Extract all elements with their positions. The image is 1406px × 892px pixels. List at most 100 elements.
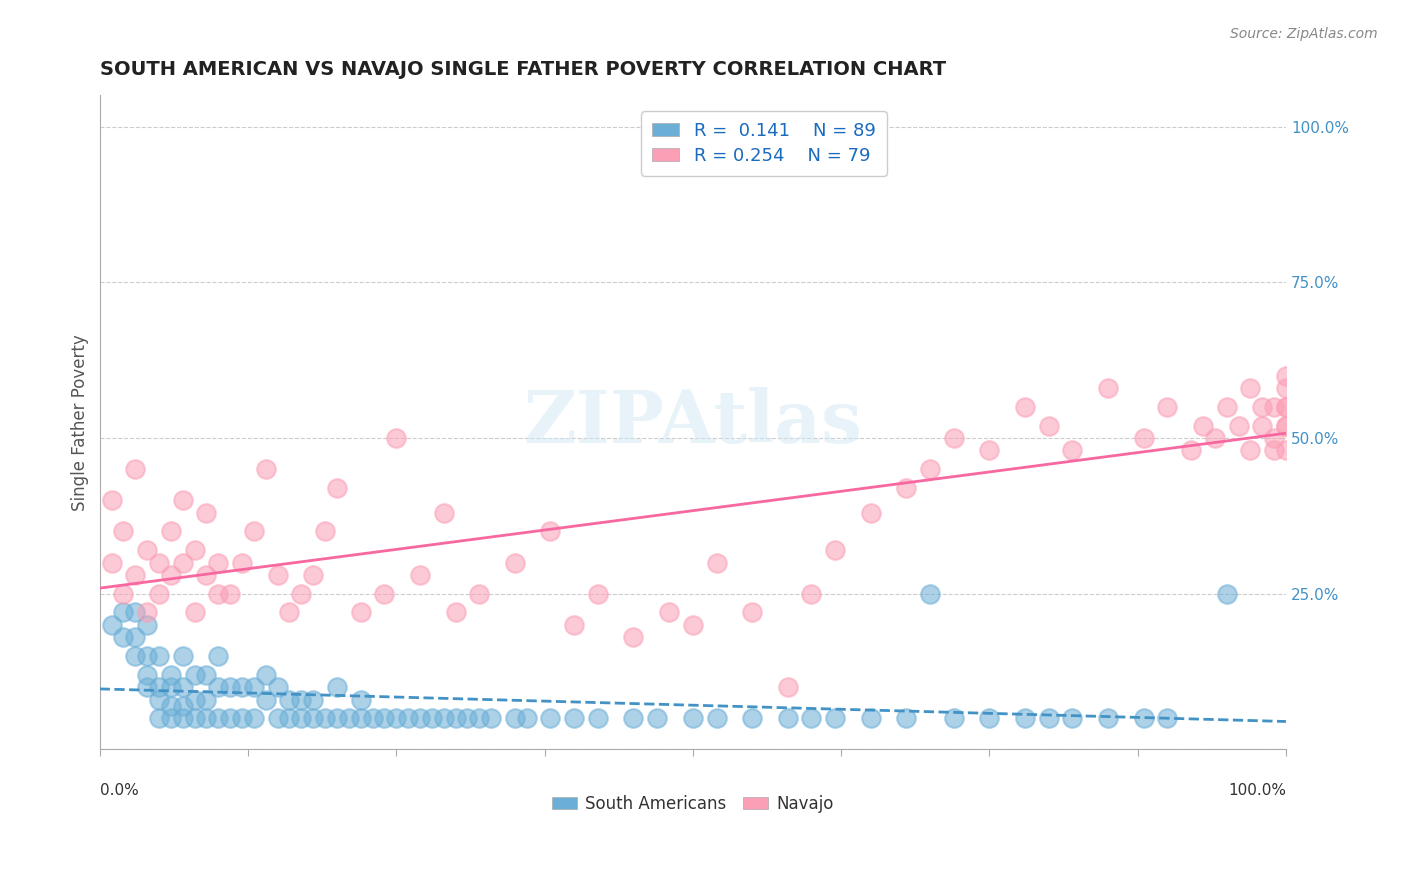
Point — [136, 667, 159, 681]
Point — [361, 711, 384, 725]
Point — [824, 711, 846, 725]
Point — [503, 556, 526, 570]
Point — [302, 692, 325, 706]
Point — [148, 556, 170, 570]
Point — [350, 711, 373, 725]
Point — [456, 711, 478, 725]
Point — [776, 711, 799, 725]
Point — [231, 711, 253, 725]
Point — [172, 698, 194, 713]
Point — [172, 648, 194, 663]
Point — [136, 617, 159, 632]
Point — [1215, 587, 1237, 601]
Point — [1215, 400, 1237, 414]
Point — [1275, 400, 1298, 414]
Point — [1156, 711, 1178, 725]
Point — [1275, 400, 1298, 414]
Point — [1239, 381, 1261, 395]
Point — [172, 711, 194, 725]
Point — [776, 680, 799, 694]
Point — [100, 617, 122, 632]
Point — [409, 568, 432, 582]
Point — [1062, 443, 1084, 458]
Point — [373, 711, 395, 725]
Point — [254, 462, 277, 476]
Point — [979, 443, 1001, 458]
Point — [896, 481, 918, 495]
Point — [540, 524, 562, 539]
Point — [896, 711, 918, 725]
Point — [503, 711, 526, 725]
Point — [337, 711, 360, 725]
Point — [195, 568, 218, 582]
Point — [254, 692, 277, 706]
Point — [326, 680, 349, 694]
Point — [516, 711, 538, 725]
Point — [314, 524, 336, 539]
Point — [918, 587, 941, 601]
Point — [706, 711, 728, 725]
Point — [207, 587, 229, 601]
Point — [160, 667, 183, 681]
Point — [562, 617, 585, 632]
Point — [942, 431, 965, 445]
Point — [800, 711, 823, 725]
Point — [1180, 443, 1202, 458]
Point — [1132, 711, 1154, 725]
Point — [290, 692, 312, 706]
Point — [278, 692, 301, 706]
Point — [706, 556, 728, 570]
Point — [586, 587, 609, 601]
Point — [160, 680, 183, 694]
Point — [314, 711, 336, 725]
Point — [266, 680, 288, 694]
Text: 0.0%: 0.0% — [100, 783, 138, 798]
Point — [278, 606, 301, 620]
Point — [112, 524, 135, 539]
Point — [1097, 711, 1119, 725]
Point — [433, 711, 456, 725]
Point — [1251, 418, 1274, 433]
Point — [350, 606, 373, 620]
Point — [800, 587, 823, 601]
Point — [207, 648, 229, 663]
Point — [302, 711, 325, 725]
Point — [207, 556, 229, 570]
Point — [231, 680, 253, 694]
Point — [409, 711, 432, 725]
Point — [741, 711, 763, 725]
Point — [160, 711, 183, 725]
Point — [586, 711, 609, 725]
Point — [124, 648, 146, 663]
Point — [112, 587, 135, 601]
Point — [540, 711, 562, 725]
Point — [100, 556, 122, 570]
Point — [1263, 431, 1285, 445]
Point — [1275, 381, 1298, 395]
Point — [136, 606, 159, 620]
Point — [172, 493, 194, 508]
Point — [160, 524, 183, 539]
Point — [1192, 418, 1215, 433]
Point — [1275, 418, 1298, 433]
Point — [444, 606, 467, 620]
Text: Source: ZipAtlas.com: Source: ZipAtlas.com — [1230, 27, 1378, 41]
Point — [373, 587, 395, 601]
Point — [195, 711, 218, 725]
Point — [1156, 400, 1178, 414]
Point — [254, 667, 277, 681]
Point — [172, 680, 194, 694]
Point — [1263, 443, 1285, 458]
Point — [183, 667, 205, 681]
Point — [219, 711, 242, 725]
Point — [148, 680, 170, 694]
Point — [148, 692, 170, 706]
Point — [124, 630, 146, 644]
Point — [1263, 400, 1285, 414]
Point — [859, 711, 882, 725]
Point — [124, 568, 146, 582]
Point — [160, 568, 183, 582]
Point — [112, 606, 135, 620]
Point — [1097, 381, 1119, 395]
Point — [444, 711, 467, 725]
